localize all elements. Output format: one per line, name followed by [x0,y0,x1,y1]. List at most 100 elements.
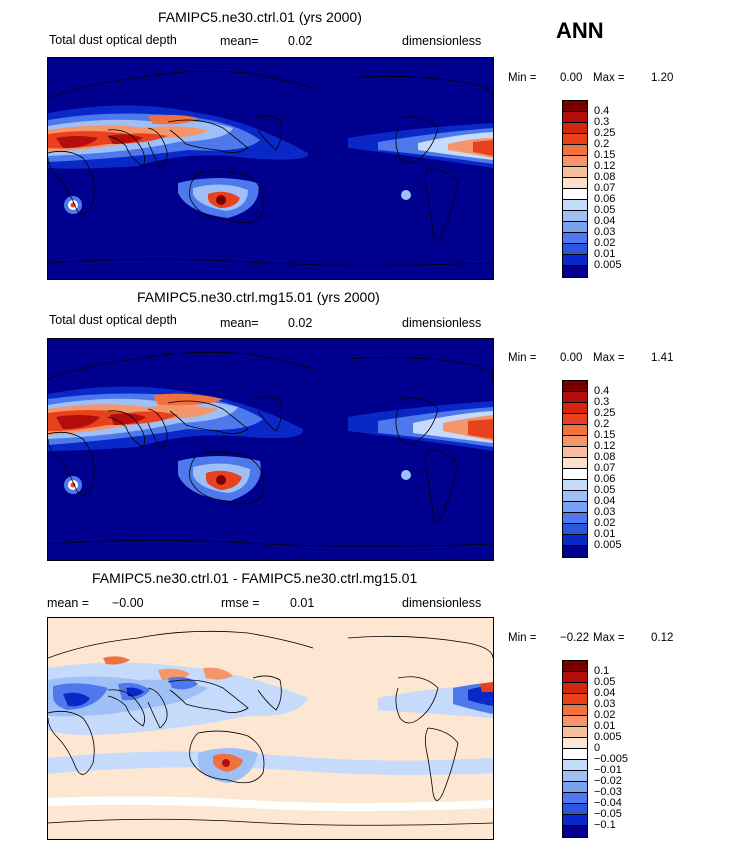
panel1-mean-value: 0.02 [288,34,313,48]
panel2-colorbar-label: 0.4 [594,385,610,397]
panel3-colorbar-label: −0.04 [594,797,622,809]
panel3-colorbar-label: −0.02 [594,775,622,787]
panel3-rmse-value: 0.01 [290,596,315,610]
panel3-colorbar-label: 0.01 [594,720,616,732]
panel3-title: FAMIPC5.ne30.ctrl.01 - FAMIPC5.ne30.ctrl… [92,570,418,586]
panel3-map [47,617,494,840]
panel1-map-svg [48,58,493,279]
panel3-colorbar-swatch [563,760,587,771]
panel3-colorbar-label: 0.005 [594,731,622,743]
panel2-coastlines [48,351,493,547]
panel3-colorbar-label: 0 [594,742,601,754]
panel3-mean-label: mean = [47,596,90,610]
panel1-colorbar-label: 0.25 [594,127,616,139]
panel2-colorbar-swatch [563,381,587,392]
panel3-colorbar-swatch [563,705,587,716]
panel3-units: dimensionless [402,596,482,610]
panel2-map [47,338,494,561]
panel1-units: dimensionless [402,34,482,48]
panel3-max-value: 0.12 [651,632,674,644]
panel1-colorbar-swatch [563,101,587,112]
panel1-colorbar-label: 0.005 [594,259,622,271]
panel1-coastlines [48,70,493,266]
panel1-colorbar-swatch [563,222,587,233]
panel1-colorbar-label: 0.07 [594,182,616,194]
panel2-background [48,339,493,560]
panel3-max-label: Max = [593,632,625,644]
panel2-colorbar-swatch [563,425,587,436]
panel3-colorbar-label: −0.03 [594,786,622,798]
panel2-colorbar-swatch [563,436,587,447]
panel1-map [47,57,494,280]
panel2-colorbar-swatch [563,513,587,524]
panel1-colorbar-swatch [563,112,587,123]
panel2-colorbar-label: 0.05 [594,484,616,496]
panel3-difference-field [48,656,493,811]
panel1-colorbar-label: 0.05 [594,204,616,216]
panel1-colorbar-swatch [563,233,587,244]
panel1-mean-label: mean= [220,34,259,48]
panel3-map-svg [48,618,493,839]
panel1-dust-field [48,105,493,218]
panel2-colorbar-label: 0.25 [594,407,616,419]
panel3-colorbar-label: 0.03 [594,698,616,710]
panel3-colorbar-swatch [563,771,587,782]
panel1-colorbar-swatch [563,266,587,277]
panel3-colorbar-swatch [563,804,587,815]
panel1-colorbar-label: 0.08 [594,171,616,183]
panel2-colorbar-swatch [563,502,587,513]
panel2-colorbar-label: 0.07 [594,462,616,474]
panel2-units: dimensionless [402,316,482,330]
panel2-colorbar-swatch [563,524,587,535]
panel2-colorbar [562,380,588,558]
panel2-colorbar-label: 0.01 [594,528,616,540]
panel3-mean-value: −0.00 [112,596,144,610]
panel1-colorbar-label: 0.01 [594,248,616,260]
panel2-colorbar-swatch [563,392,587,403]
panel1-colorbar-swatch [563,200,587,211]
panel3-colorbar-label: 0.05 [594,676,616,688]
panel3-colorbar-swatch [563,683,587,694]
panel1-colorbar-label: 0.3 [594,116,610,128]
panel1-min-value: 0.00 [560,72,583,84]
panel2-max-label: Max = [593,352,625,364]
panel3-min-value: −0.22 [560,632,590,644]
panel2-min-label: Min = [508,352,537,364]
panel2-colorbar-swatch [563,403,587,414]
panel3-colorbar-label: −0.005 [594,753,628,765]
panel2-colorbar-swatch [563,480,587,491]
panel3-colorbar-label: −0.01 [594,764,622,776]
panel2-max-value: 1.41 [651,352,674,364]
panel3-colorbar-swatch [563,749,587,760]
panel2-colorbar-label: 0.15 [594,429,616,441]
panel3-colorbar-swatch [563,782,587,793]
panel3-min-label: Min = [508,632,537,644]
panel1-colorbar-swatch [563,178,587,189]
panel1-colorbar-label: 0.06 [594,193,616,205]
panel2-dust-field [48,386,493,501]
panel3-rmse-label: rmse = [221,596,260,610]
panel2-colorbar-label: 0.3 [594,396,610,408]
panel3-colorbar-label: 0.1 [594,665,610,677]
panel1-colorbar-swatch [563,134,587,145]
panel1-colorbar-swatch [563,189,587,200]
panel2-colorbar-label: 0.03 [594,506,616,518]
panel3-colorbar-label: 0.04 [594,687,616,699]
panel2-colorbar-label: 0.2 [594,418,610,430]
panel1-colorbar-label: 0.12 [594,160,616,172]
panel1-min-label: Min = [508,72,537,84]
panel1-colorbar-label: 0.04 [594,215,616,227]
panel3-colorbar-swatch [563,716,587,727]
panel2-map-svg [48,339,493,560]
season-label: ANN [556,18,604,43]
panel2-colorbar-swatch [563,535,587,546]
panel2-colorbar-label: 0.04 [594,495,616,507]
panel1-variable-label: Total dust optical depth [49,33,177,47]
panel1-colorbar-label: 0.03 [594,226,616,238]
panel1-colorbar-swatch [563,123,587,134]
panel2-mean-label: mean= [220,316,259,330]
panel2-colorbar-label: 0.005 [594,539,622,551]
panel3-coastlines [48,630,493,826]
panel3-colorbar-swatch [563,793,587,804]
panel1-colorbar-label: 0.4 [594,105,610,117]
